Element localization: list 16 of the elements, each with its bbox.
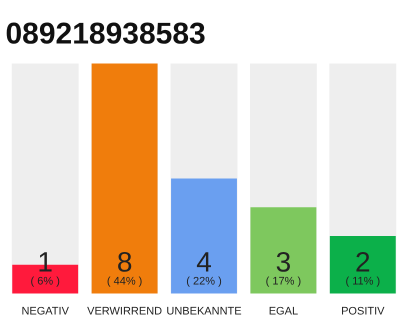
data-label: 4 (196, 246, 212, 278)
x-tick-label: VERWIRREND (87, 306, 162, 318)
x-tick-label: UNBEKANNTE (166, 306, 242, 318)
annotation: ( 22% ) (186, 276, 222, 288)
data-label: 2 (355, 246, 371, 278)
annotation: ( 6% ) (30, 276, 60, 288)
x-tick-label: NEGATIV (21, 306, 70, 318)
x-tick-label: EGAL (268, 306, 298, 318)
x-tick-label: POSITIV (341, 306, 386, 318)
annotation: ( 17% ) (266, 276, 302, 288)
annotation: ( 11% ) (345, 276, 380, 288)
chart-title: 089218938583 (6, 18, 206, 50)
data-label: 8 (116, 246, 132, 278)
annotation: ( 44% ) (106, 276, 142, 288)
bar (330, 236, 396, 294)
data-label: 3 (276, 246, 292, 278)
